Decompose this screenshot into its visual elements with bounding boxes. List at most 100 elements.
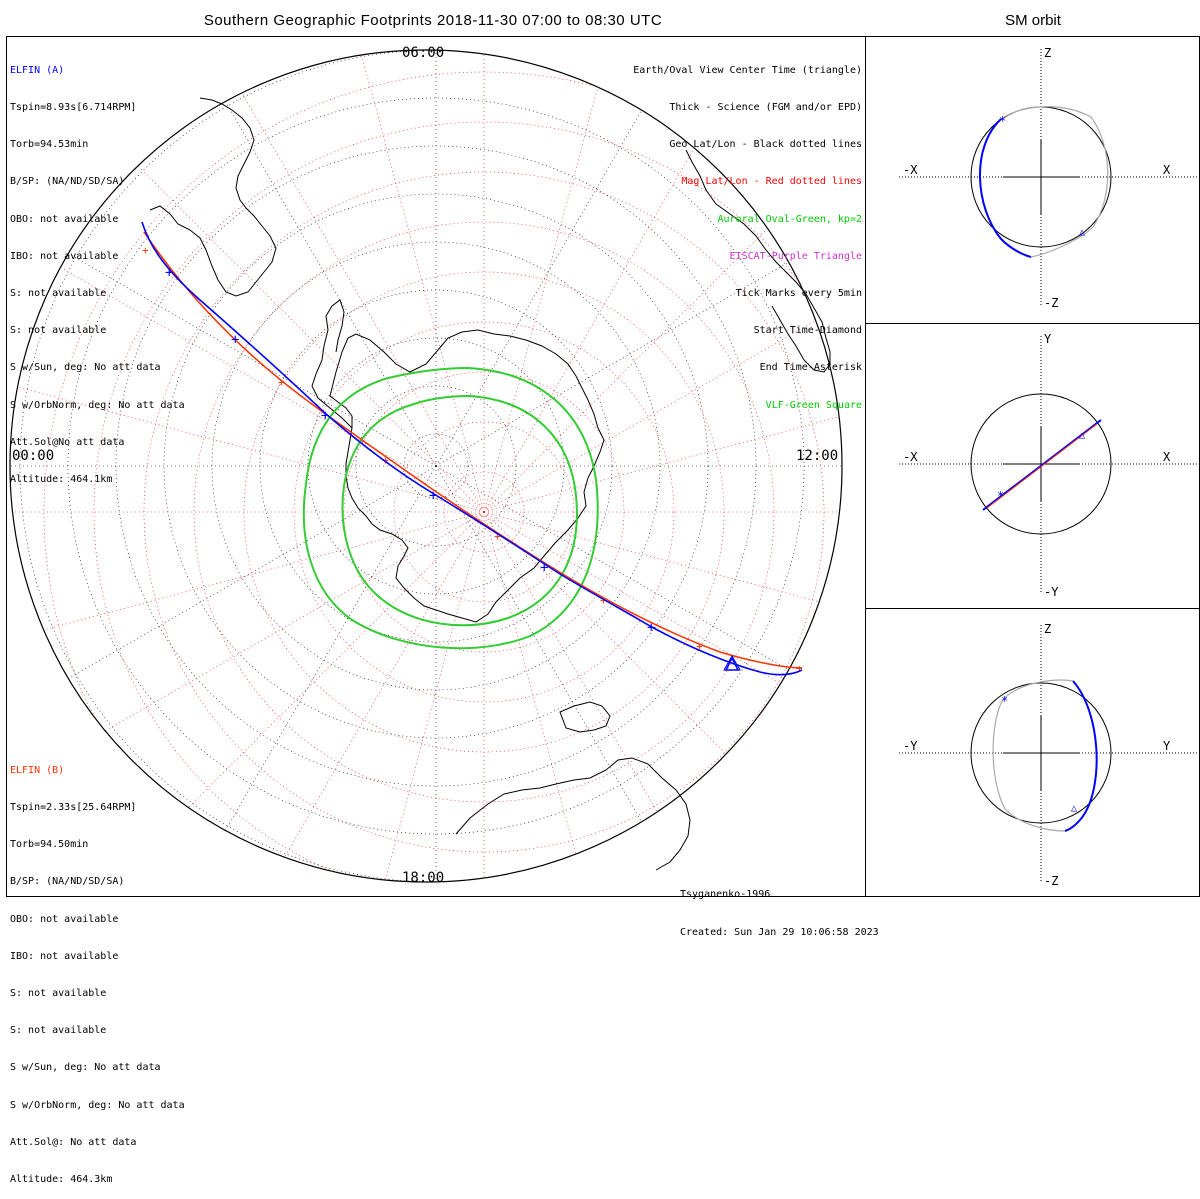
elfin-a-line: Torb=94.53min xyxy=(10,139,89,151)
model-label: Tsyganenko-1996 xyxy=(680,889,771,900)
mag-longitude-line xyxy=(10,366,485,513)
mag-longitude-line xyxy=(10,511,485,658)
mag-longitude-line xyxy=(10,511,485,793)
geo-grid xyxy=(10,50,842,882)
elfin-b-line: IBO: not available xyxy=(10,950,119,962)
sm3-axis-top: Z xyxy=(1044,622,1051,636)
legend-entry: Tick Marks every 5min xyxy=(735,288,862,300)
map-footer: Tsyganenko-1996 Created: Sun Jan 29 10:0… xyxy=(680,864,879,952)
mag-longitude-line xyxy=(483,511,842,658)
sm2-axis-top: Y xyxy=(1044,332,1052,346)
elfin-b-line: S: not available xyxy=(10,1025,107,1037)
legend-entry: Mag Lat/Lon - Red dotted lines xyxy=(681,176,862,188)
elfin-b-line: B/SP: (NA/ND/SD/SA) xyxy=(10,876,125,888)
elfin-a-tick: + xyxy=(165,265,173,281)
sm-panel-xz: * △ xyxy=(899,49,1199,305)
legend-entry: Geo Lat/Lon - Black dotted lines xyxy=(669,139,862,151)
elfin-b-line: S w/Sun, deg: No att data xyxy=(10,1062,161,1074)
elfin-b-tick: + xyxy=(696,640,703,653)
elfin-b-line: Altitude: 464.3km xyxy=(10,1174,113,1186)
mag-longitude-line xyxy=(203,50,485,513)
elfin-a-line: S w/Sun, deg: No att data xyxy=(10,362,161,374)
mag-grid xyxy=(10,50,842,882)
elfin-a-line: S: not available xyxy=(10,325,107,337)
created-label: Created: Sun Jan 29 10:06:58 2023 xyxy=(680,926,879,938)
mag-latitude-circle xyxy=(93,121,842,882)
time-label-18: 18:00 xyxy=(402,870,444,886)
mag-longitude-line xyxy=(483,115,842,513)
africa-coastline xyxy=(685,149,831,373)
sm-panel-yz: * △ xyxy=(899,625,1199,881)
elfin-a-line: B/SP: (NA/ND/SD/SA) xyxy=(10,176,125,188)
elfin-b-line: Tspin=2.33s[25.64RPM] xyxy=(10,802,137,814)
svg-text:△: △ xyxy=(1079,227,1085,238)
mag-longitude-line xyxy=(87,115,485,513)
svg-text:*: * xyxy=(997,489,1004,503)
antarctica-coastline xyxy=(329,329,605,623)
elfin-a-line: S: not available xyxy=(10,288,107,300)
elfin-b-line: Att.Sol@: No att data xyxy=(10,1136,137,1148)
sm3-axis-right: Y xyxy=(1163,739,1171,753)
elfin-a-tick: + xyxy=(429,488,437,504)
elfin-a-line: OBO: not available xyxy=(10,213,119,225)
elfin-a-tick: + xyxy=(321,408,329,424)
elfin-b-tick: + xyxy=(278,376,285,389)
mag-longitude-line xyxy=(483,50,630,513)
elfin-a-line: Tspin=8.93s[6.714RPM] xyxy=(10,102,137,114)
sm2-axis-bottom: -Y xyxy=(1044,585,1059,599)
mag-longitude-line xyxy=(203,511,485,882)
legend-entry: Start Time-Diamond xyxy=(753,325,862,337)
sm1-axis-right: X xyxy=(1163,163,1171,177)
elfin-a-line: IBO: not available xyxy=(10,250,119,262)
elfin-a-tick: + xyxy=(540,560,548,576)
auroral-oval-inner xyxy=(341,394,578,627)
sm1-axis-left: -X xyxy=(903,163,918,177)
australia-coastline xyxy=(455,757,691,871)
elfin-b-tick-marks: + + + + + + + xyxy=(142,244,803,675)
mag-longitude-line xyxy=(483,50,765,513)
mag-longitude-line xyxy=(483,366,842,513)
sm2-axis-right: X xyxy=(1163,450,1171,464)
elfin-a-name: ELFIN (A) xyxy=(10,64,65,76)
legend-entry: Thick - Science (FGM and/or EPD) xyxy=(669,102,862,114)
elfin-b-tick: + xyxy=(382,454,389,467)
geo-longitude-line xyxy=(435,225,842,467)
elfin-a-line: Att.Sol@No att data xyxy=(10,436,125,448)
svg-text:△: △ xyxy=(1071,803,1077,814)
elfin-b-tick: + xyxy=(796,662,803,675)
legend-entry: Earth/Oval View Center Time (triangle) xyxy=(633,64,862,76)
sm3-axis-bottom: -Z xyxy=(1044,874,1058,888)
time-label-06: 06:00 xyxy=(402,45,444,61)
mag-longitude-line xyxy=(483,511,630,882)
geo-longitude-line xyxy=(435,465,677,882)
svg-text:*: * xyxy=(1001,694,1008,708)
auroral-oval-outer xyxy=(302,366,599,650)
elfin-b-line: S: not available xyxy=(10,988,107,1000)
elfin-b-info: ELFIN (B) Tspin=2.33s[25.64RPM] Torb=94.… xyxy=(10,740,185,1199)
mag-latitude-circle xyxy=(393,421,575,603)
elfin-a-tick: + xyxy=(231,332,239,348)
sm1-axis-top: Z xyxy=(1044,46,1051,60)
elfin-a-tick-marks: + + + + + + xyxy=(165,265,655,636)
mag-longitude-line xyxy=(483,511,765,882)
mag-latitude-circle xyxy=(293,321,675,703)
map-title: Southern Geographic Footprints 2018-11-3… xyxy=(203,12,663,29)
time-label-12: 12:00 xyxy=(796,448,838,464)
elfin-b-line: Torb=94.50min xyxy=(10,839,89,851)
elfin-a-info: ELFIN (A) Tspin=8.93s[6.714RPM] Torb=94.… xyxy=(10,40,185,499)
south-america-coastline xyxy=(149,97,277,297)
geo-longitude-line xyxy=(195,50,437,467)
sm1-axis-bottom: -Z xyxy=(1044,296,1058,310)
elfin-b-tick: + xyxy=(494,530,501,543)
geo-longitude-line xyxy=(195,465,437,882)
elfin-b-name: ELFIN (B) xyxy=(10,764,65,776)
elfin-b-line: OBO: not available xyxy=(10,913,119,925)
geo-longitude-line xyxy=(20,225,437,467)
mag-longitude-line xyxy=(483,511,842,793)
elfin-b-line: S w/OrbNorm, deg: No att data xyxy=(10,1099,185,1111)
legend-entry: Auroral Oval-Green, kp=2 xyxy=(717,213,863,225)
elfin-a-tick: + xyxy=(647,620,655,636)
elfin-a-line: Altitude: 464.1km xyxy=(10,474,113,486)
legend-entry: EISCAT-Purple Triangle xyxy=(729,250,862,262)
mag-longitude-line xyxy=(10,231,485,513)
